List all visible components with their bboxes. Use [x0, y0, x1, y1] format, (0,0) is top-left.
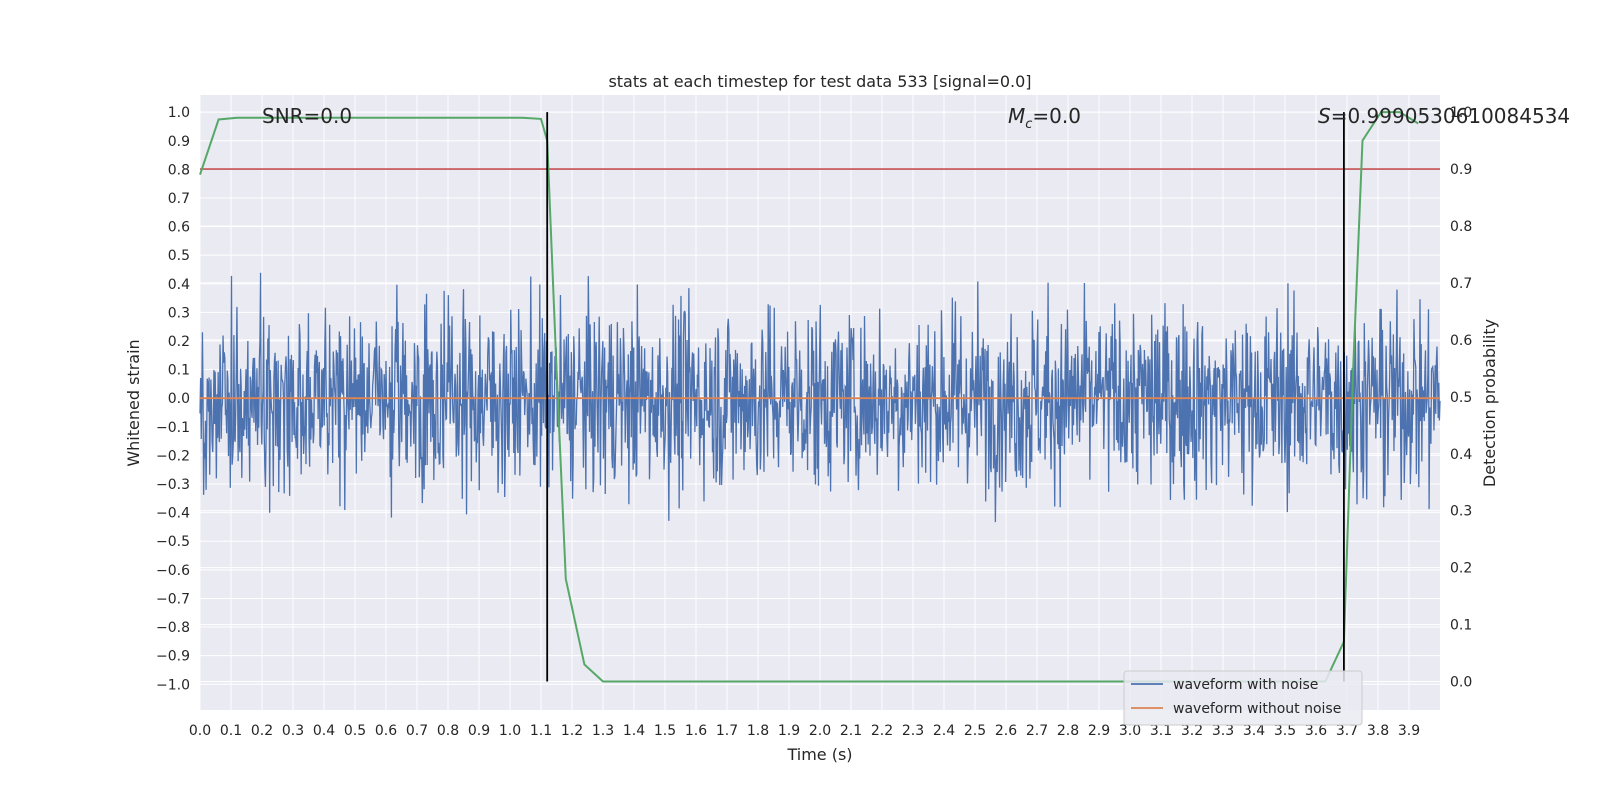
x-tick-label: 2.6 [995, 723, 1017, 739]
x-tick-label: 3.7 [1336, 723, 1358, 739]
y2-tick-label: 0.6 [1450, 333, 1472, 349]
x-tick-label: 3.8 [1367, 723, 1389, 739]
y2-tick-label: 0.8 [1450, 219, 1472, 235]
vertical-markers [546, 112, 1345, 682]
mc-annotation: Mc=0.0 [1008, 104, 1081, 132]
x-tick-label: 0.8 [437, 723, 459, 739]
y-tick-label: 0.3 [168, 305, 190, 321]
y2-tick-label: 0.3 [1450, 504, 1472, 520]
y2-tick-label: 0.5 [1450, 390, 1472, 406]
legend-label-clean: waveform without noise [1173, 701, 1341, 717]
y-tick-label: 0.7 [168, 191, 190, 207]
y-tick-label: 1.0 [168, 105, 190, 121]
x-tick-label: 2.5 [964, 723, 986, 739]
y-tick-label: −0.7 [156, 591, 190, 607]
x-tick-label: 2.4 [933, 723, 955, 739]
x-tick-label: 1.0 [499, 723, 521, 739]
x-tick-label: 0.4 [313, 723, 335, 739]
x-tick-label: 0.2 [251, 723, 273, 739]
y-tick-label: 0.1 [168, 363, 190, 379]
y-tick-label: −0.8 [156, 620, 190, 636]
y-tick-label: 0.4 [168, 277, 190, 293]
y-tick-label: −0.1 [156, 420, 190, 436]
series-waveform-with-noise [199, 272, 1441, 523]
x-tick-label: 3.9 [1398, 723, 1420, 739]
x-tick-label: 0.7 [406, 723, 428, 739]
x-tick-label: 1.4 [623, 723, 645, 739]
x-tick-label: 2.1 [840, 723, 862, 739]
x-tick-label: 2.2 [871, 723, 893, 739]
y2-tick-label: 0.9 [1450, 162, 1472, 178]
y-tick-label: −1.0 [156, 677, 190, 693]
x-tick-label: 3.3 [1212, 723, 1234, 739]
y-tick-label: 0.2 [168, 334, 190, 350]
x-tick-label: 0.0 [189, 723, 211, 739]
y-tick-label: 0.8 [168, 162, 190, 178]
x-tick-label: 3.4 [1243, 723, 1265, 739]
x-tick-label: 2.0 [809, 723, 831, 739]
chart-title: stats at each timestep for test data 533… [608, 72, 1031, 91]
y-tick-label: −0.2 [156, 448, 190, 464]
y2-tick-label: 0.4 [1450, 447, 1472, 463]
y-axis-ticks: 1.0 0.9 0.8 0.7 0.6 0.5 0.4 0.3 0.2 0.1 0.0 −0.1 −0.… [156, 105, 190, 693]
x-tick-label: 2.9 [1088, 723, 1110, 739]
y-tick-label: 0.0 [168, 391, 190, 407]
y2-tick-label: 0.0 [1450, 675, 1472, 691]
y-tick-label: 0.5 [168, 248, 190, 264]
x-axis-label: Time (s) [786, 745, 852, 764]
x-tick-label: 1.6 [685, 723, 707, 739]
legend: waveform with noise waveform without noi… [1123, 670, 1363, 726]
y-tick-label: 0.9 [168, 134, 190, 150]
x-tick-label: 1.3 [592, 723, 614, 739]
x-tick-label: 1.9 [778, 723, 800, 739]
x-tick-label: 0.9 [468, 723, 490, 739]
y-axis-label: Whitened strain [124, 339, 143, 466]
x-tick-label: 1.1 [530, 723, 552, 739]
x-tick-label: 1.2 [561, 723, 583, 739]
x-tick-label: 0.3 [282, 723, 304, 739]
legend-box [1123, 670, 1363, 726]
y-tick-label: −0.5 [156, 534, 190, 550]
y-tick-label: −0.3 [156, 477, 190, 493]
x-tick-label: 3.5 [1274, 723, 1296, 739]
y-tick-label: −0.4 [156, 506, 190, 522]
x-tick-label: 1.7 [716, 723, 738, 739]
y2-tick-label: 0.7 [1450, 276, 1472, 292]
y2-axis-label: Detection probability [1480, 319, 1499, 487]
x-tick-label: 3.6 [1305, 723, 1327, 739]
x-tick-label: 3.2 [1181, 723, 1203, 739]
x-tick-label: 0.5 [344, 723, 366, 739]
s-annotation: S=0.999053061008453​4 [1318, 104, 1570, 128]
snr-annotation: SNR=0.0 [262, 104, 352, 128]
y-tick-label: −0.9 [156, 649, 190, 665]
x-tick-label: 2.3 [902, 723, 924, 739]
x-tick-label: 0.6 [375, 723, 397, 739]
y-tick-label: 0.6 [168, 220, 190, 236]
y2-tick-label: 0.2 [1450, 561, 1472, 577]
y2-tick-label: 0.1 [1450, 618, 1472, 634]
y2-tick-label: 1.0 [1450, 105, 1472, 121]
x-tick-label: 0.1 [220, 723, 242, 739]
x-tick-label: 3.1 [1150, 723, 1172, 739]
legend-label-noise: waveform with noise [1173, 677, 1318, 693]
y-tick-label: −0.6 [156, 563, 190, 579]
x-tick-label: 1.5 [654, 723, 676, 739]
x-tick-label: 2.8 [1057, 723, 1079, 739]
y2-axis-ticks: 1.0 0.9 0.8 0.7 0.6 0.5 0.4 0.3 0.2 0.1 0.0 [1450, 105, 1472, 690]
x-axis-ticks: 0.0 0.1 0.2 0.3 0.4 0.5 0.6 0.7 0.8 0.9 1.0 1.1 1.2 1… [189, 723, 1420, 739]
x-tick-label: 3.0 [1119, 723, 1141, 739]
noise-waveform-line [199, 272, 1441, 523]
x-tick-label: 2.7 [1026, 723, 1048, 739]
x-tick-label: 1.8 [747, 723, 769, 739]
